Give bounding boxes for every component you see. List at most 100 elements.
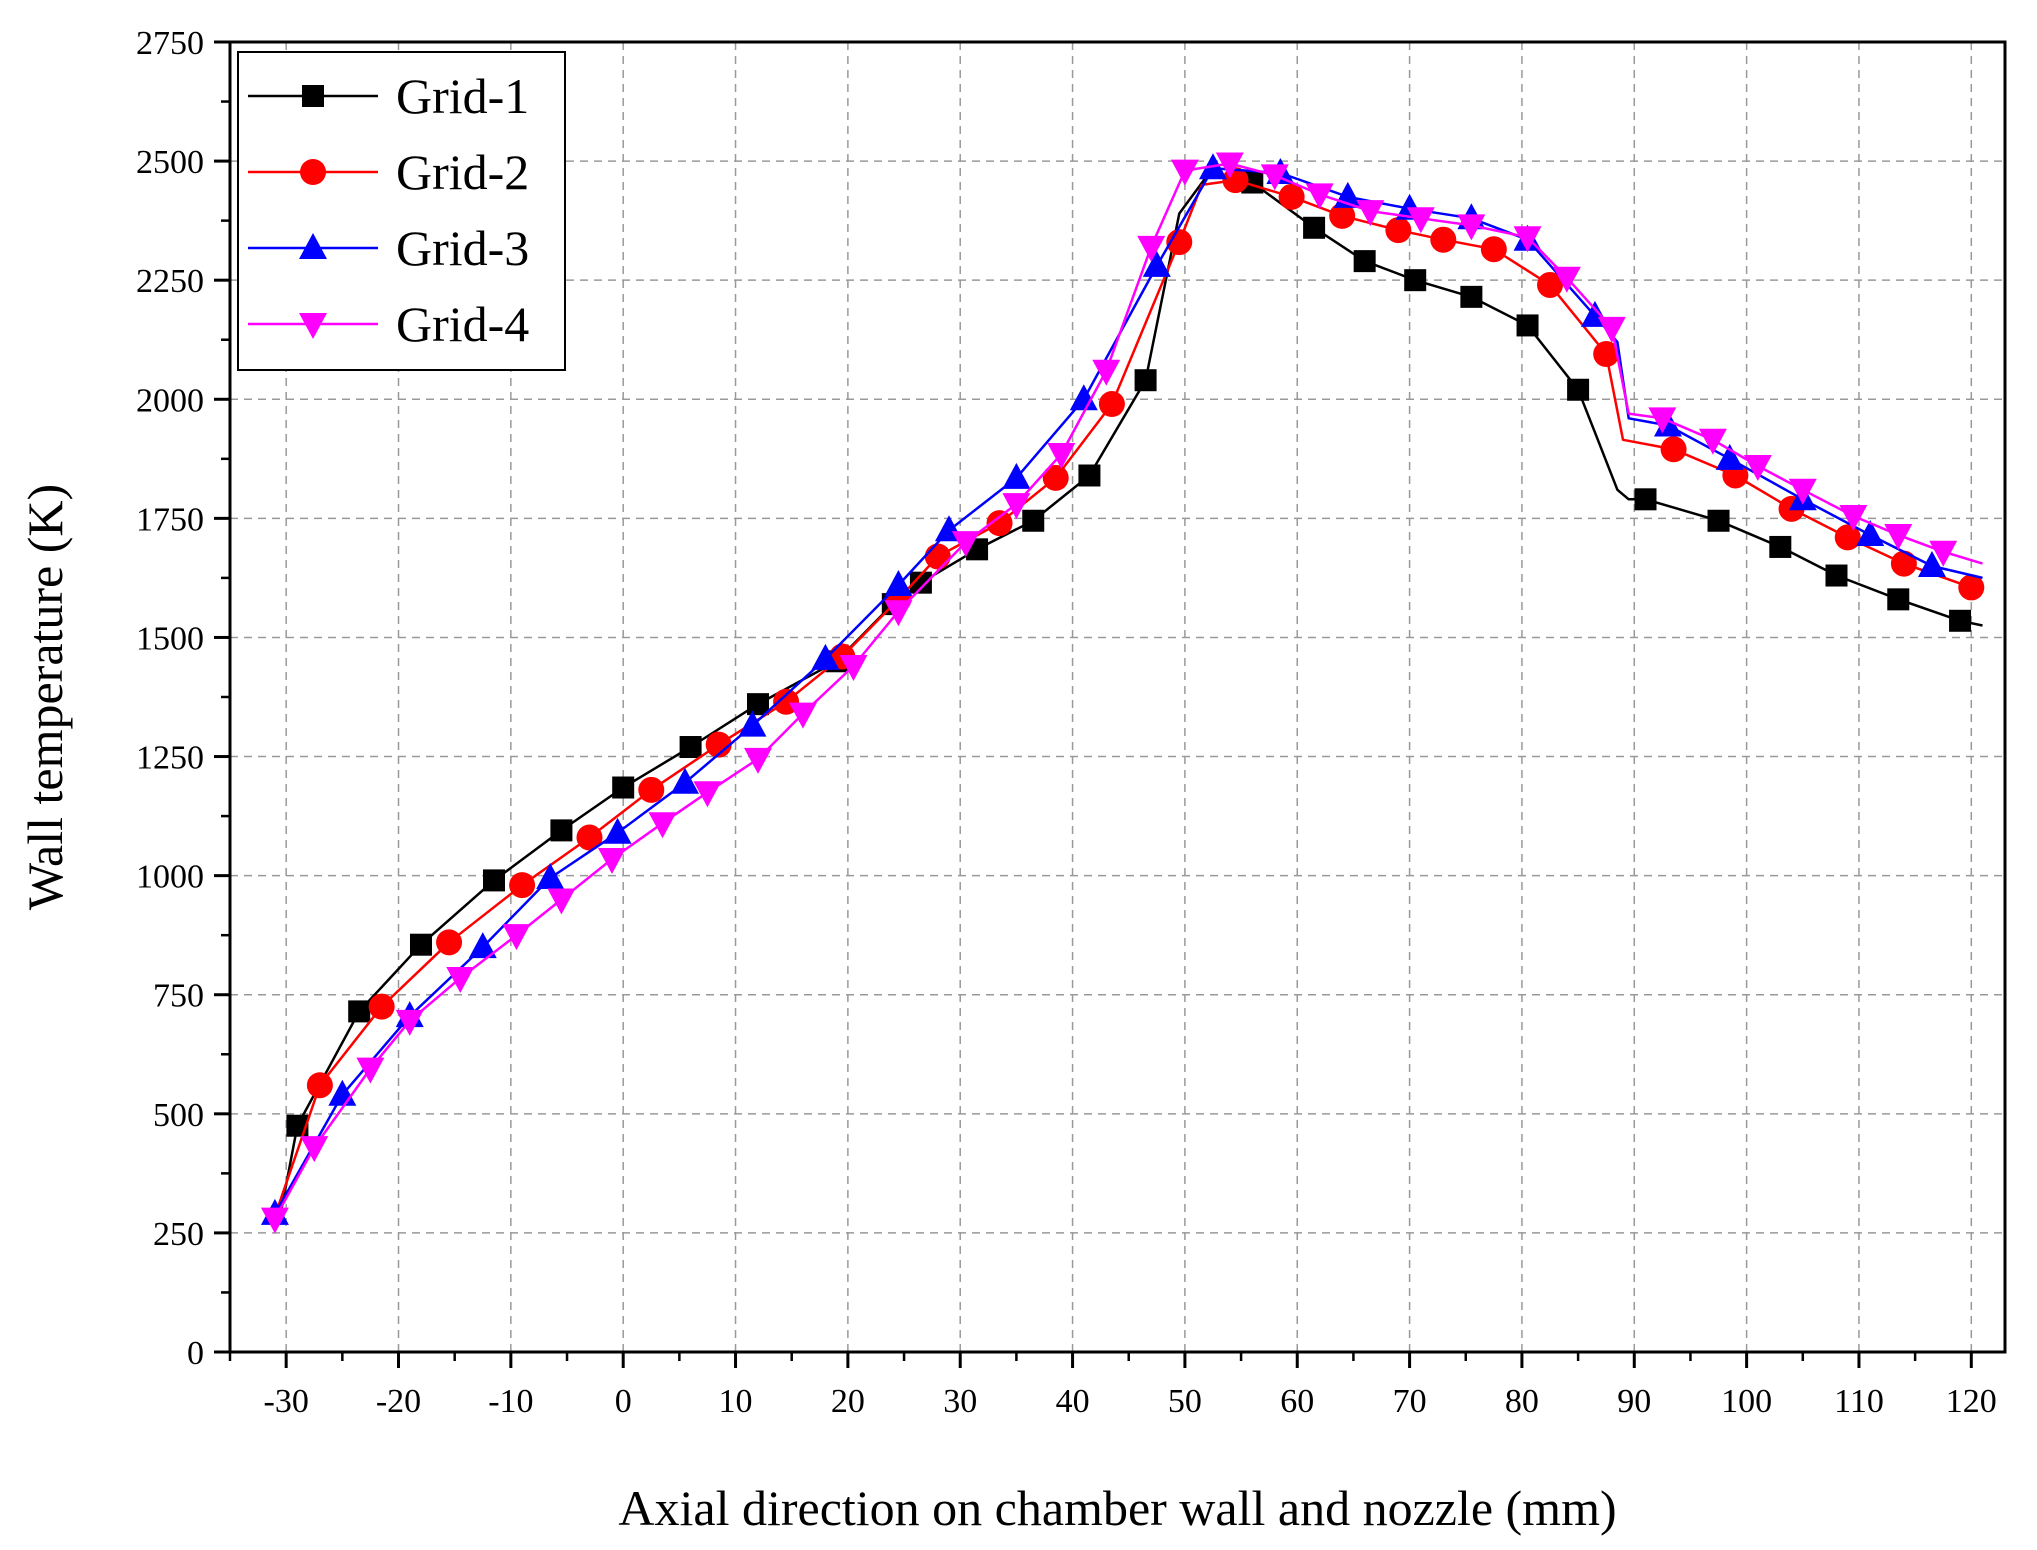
data-point-grid-4 — [260, 1207, 289, 1234]
data-point-grid-4 — [1406, 207, 1435, 234]
data-point-grid-3 — [1917, 551, 1946, 577]
data-point-grid-2 — [1537, 271, 1564, 298]
data-point-grid-4 — [1513, 226, 1542, 253]
y-tick-label: 1250 — [136, 740, 204, 777]
y-axis-title: Wall temperature (K) — [17, 484, 73, 910]
data-point-grid-1 — [1634, 488, 1657, 511]
data-point-grid-1 — [1134, 369, 1157, 392]
data-point-grid-4 — [839, 655, 868, 682]
data-point-grid-4 — [1788, 478, 1817, 505]
data-point-grid-4 — [1092, 359, 1121, 386]
data-point-grid-4 — [788, 702, 817, 729]
x-tick-label: 20 — [831, 1383, 865, 1420]
data-point-grid-2 — [576, 824, 603, 851]
data-point-grid-1 — [1022, 509, 1045, 532]
data-point-grid-2 — [1385, 217, 1412, 244]
data-point-grid-1 — [483, 869, 506, 892]
series-line-grid-2 — [273, 178, 1983, 1217]
data-point-grid-1 — [1825, 564, 1848, 587]
legend-entry-grid-3: Grid-3 — [248, 220, 529, 276]
data-point-grid-4 — [1305, 183, 1334, 210]
data-point-grid-3 — [468, 932, 497, 959]
data-point-grid-1 — [1567, 378, 1590, 401]
data-point-grid-2 — [1834, 524, 1861, 551]
data-point-grid-1 — [550, 819, 573, 842]
data-point-grid-1 — [348, 1000, 371, 1023]
data-point-grid-1 — [1707, 509, 1730, 532]
data-series — [260, 152, 1985, 1234]
data-point-grid-3 — [1002, 462, 1031, 489]
data-point-grid-4 — [1597, 316, 1626, 343]
data-point-grid-4 — [1047, 443, 1076, 470]
legend-marker — [302, 85, 324, 107]
data-point-grid-4 — [446, 967, 475, 994]
data-point-grid-2 — [705, 731, 732, 758]
data-point-grid-2 — [924, 543, 951, 570]
data-point-grid-4 — [884, 600, 913, 627]
y-tick-label: 500 — [153, 1097, 204, 1134]
x-tick-label: 50 — [1168, 1383, 1202, 1420]
data-point-grid-2 — [1098, 391, 1125, 418]
data-point-grid-2 — [1329, 202, 1356, 229]
y-tick-label: 1500 — [136, 620, 204, 657]
data-point-grid-4 — [1839, 504, 1868, 531]
data-point-grid-2 — [638, 776, 665, 803]
y-tick-label: 1750 — [136, 501, 204, 538]
tick-labels: -30 -20 -10 0 10 20 30 40 50 60 70 80 90 100 110 120 0 25… — [136, 25, 1997, 1420]
data-point-grid-3 — [884, 570, 913, 597]
y-tick-label: 1000 — [136, 859, 204, 896]
y-tick-label: 2000 — [136, 382, 204, 419]
x-tick-label: 60 — [1280, 1383, 1314, 1420]
data-point-grid-3 — [603, 817, 632, 844]
data-point-grid-1 — [1769, 535, 1792, 558]
data-point-grid-4 — [744, 747, 773, 774]
data-point-grid-1 — [909, 571, 932, 594]
data-point-grid-2 — [1278, 183, 1305, 210]
legend-entry-grid-2: Grid-2 — [248, 144, 529, 200]
data-point-grid-4 — [1002, 493, 1031, 520]
x-tick-label: 80 — [1505, 1383, 1539, 1420]
y-tick-label: 2250 — [136, 263, 204, 300]
x-tick-label: 30 — [943, 1383, 977, 1420]
y-tick-label: 0 — [187, 1335, 204, 1372]
data-point-grid-1 — [612, 776, 635, 799]
data-point-grid-1 — [1404, 269, 1427, 292]
data-point-grid-2 — [1593, 341, 1620, 368]
data-point-grid-4 — [547, 888, 576, 915]
x-tick-label: -10 — [488, 1383, 533, 1420]
x-tick-label: 10 — [719, 1383, 753, 1420]
legend-marker — [300, 159, 326, 185]
data-point-grid-4 — [1170, 159, 1199, 186]
legend-entry-grid-4: Grid-4 — [248, 296, 529, 352]
data-point-grid-4 — [1884, 524, 1913, 551]
data-point-grid-4 — [1457, 214, 1486, 241]
data-point-grid-1 — [1460, 285, 1483, 308]
data-point-grid-4 — [1260, 164, 1289, 191]
data-point-grid-3 — [811, 643, 840, 670]
legend-box — [237, 51, 566, 371]
data-point-grid-4 — [693, 781, 722, 808]
data-point-grid-2 — [1890, 550, 1917, 577]
data-point-grid-3 — [738, 710, 767, 737]
data-point-grid-3 — [1856, 520, 1885, 547]
legend-entries: Grid-1 Grid-2 Grid-3 Grid-4 — [248, 68, 529, 352]
legend: Grid-1 Grid-2 Grid-3 Grid-4 — [237, 51, 566, 371]
data-point-grid-2 — [1480, 236, 1507, 263]
data-point-grid-1 — [1078, 464, 1101, 487]
data-point-grid-1 — [1887, 588, 1910, 611]
data-point-grid-4 — [1137, 235, 1166, 262]
x-tick-label: 70 — [1393, 1383, 1427, 1420]
legend-label: Grid-4 — [396, 296, 529, 352]
data-point-grid-4 — [1698, 428, 1727, 455]
data-point-grid-4 — [597, 847, 626, 874]
data-point-grid-1 — [679, 736, 702, 759]
data-point-grid-4 — [951, 531, 980, 558]
data-point-grid-2 — [436, 929, 463, 956]
data-point-grid-4 — [502, 924, 531, 951]
data-point-grid-3 — [1715, 443, 1744, 470]
legend-marker — [299, 313, 327, 339]
data-point-grid-3 — [670, 767, 699, 794]
x-axis-title: Axial direction on chamber wall and nozz… — [618, 1480, 1616, 1536]
data-point-grid-4 — [648, 812, 677, 839]
